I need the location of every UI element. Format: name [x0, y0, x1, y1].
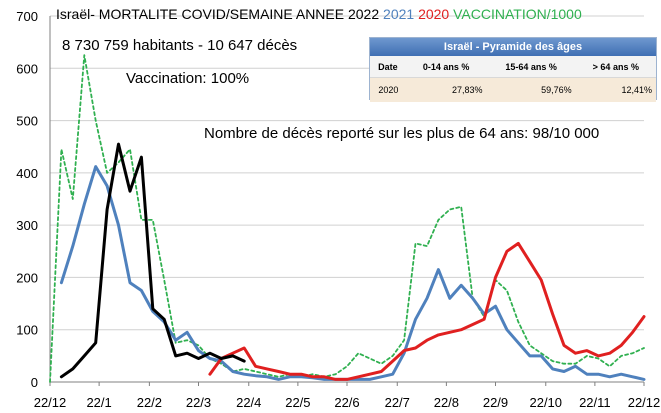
pyramid-header-64-plus: > 64 ans %	[575, 56, 656, 78]
vaccination-annotation: Vaccination: 100%	[126, 70, 250, 87]
y-tick-label: 500	[16, 114, 38, 129]
over64-annotation: Nombre de décès reporté sur les plus de …	[204, 125, 600, 142]
x-tick-label: 22/9	[483, 395, 508, 410]
pyramid-header-0-14: 0-14 ans %	[405, 56, 487, 78]
x-tick-label: 22/12	[628, 395, 661, 410]
x-tick-label: 22/8	[434, 395, 459, 410]
y-tick-label: 200	[16, 270, 38, 285]
x-tick-label: 22/1	[86, 395, 111, 410]
pyramid-cell-15-64: 59,76%	[486, 77, 576, 102]
x-tick-label: 22/7	[385, 395, 410, 410]
pyramid-header-15-64: 15-64 ans %	[486, 56, 576, 78]
pyramid-cell-64-plus: 12,41%	[575, 77, 656, 102]
series-line-vaccination-1000	[49, 54, 645, 383]
x-tick-label: 22/5	[285, 395, 310, 410]
x-tick-label: 22/6	[334, 395, 359, 410]
series-line-2020	[208, 241, 646, 381]
x-tick-label: 22/3	[186, 395, 211, 410]
pyramid-cell-0-14: 27,83%	[405, 77, 487, 102]
x-tick-label: 22/12	[34, 395, 67, 410]
age-pyramid-table: Israël - Pyramide des âges Date 0-14 ans…	[369, 37, 657, 102]
series-line-2022	[59, 142, 246, 379]
chart-title: Israël- MORTALITE COVID/SEMAINE ANNEE 20…	[56, 6, 582, 22]
population-annotation: 8 730 759 habitants - 10 647 décès	[62, 37, 298, 54]
title-vaccination: VACCINATION/1000	[453, 6, 582, 22]
title-prefix: Israël- MORTALITE COVID/SEMAINE ANNEE 20…	[56, 6, 380, 22]
y-tick-label: 100	[16, 323, 38, 338]
pyramid-title: Israël - Pyramide des âges	[370, 38, 656, 56]
x-tick-label: 22/10	[529, 395, 562, 410]
pyramid-cell-date: 2020	[370, 77, 406, 102]
title-2020: 2020	[418, 6, 450, 22]
y-tick-label: 300	[16, 218, 38, 233]
pyramid-header-date: Date	[370, 56, 406, 78]
x-tick-label: 22/2	[137, 395, 162, 410]
y-tick-label: 700	[16, 9, 38, 24]
x-tick-label: 22/11	[579, 395, 611, 410]
y-tick-label: 600	[16, 61, 38, 76]
y-tick-label: 400	[16, 166, 38, 181]
title-2021: 2021	[383, 6, 415, 22]
x-tick-label: 22/4	[236, 395, 261, 410]
y-tick-label: 0	[31, 375, 38, 390]
